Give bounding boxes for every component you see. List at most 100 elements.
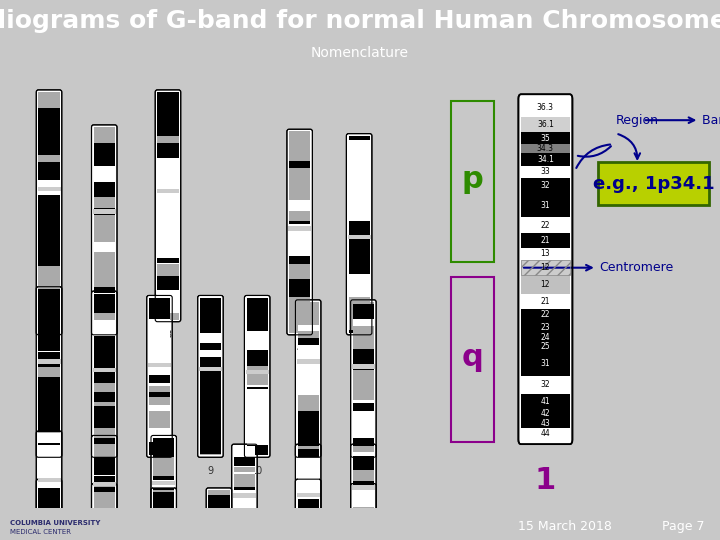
Bar <box>149 411 170 420</box>
Bar <box>94 393 115 401</box>
Bar <box>353 539 374 540</box>
Bar <box>353 399 374 400</box>
Bar <box>521 394 570 409</box>
Bar <box>208 515 230 525</box>
Bar <box>93 516 116 521</box>
Bar <box>94 252 115 260</box>
FancyBboxPatch shape <box>151 488 176 540</box>
Bar <box>94 320 115 336</box>
Bar <box>38 413 60 432</box>
Bar <box>353 302 374 303</box>
Bar <box>94 260 115 287</box>
Bar <box>149 420 170 428</box>
Bar <box>38 289 60 321</box>
Text: q: q <box>462 343 483 372</box>
Bar <box>297 499 319 534</box>
Bar <box>94 215 115 242</box>
Bar <box>153 514 174 517</box>
Bar <box>94 516 115 517</box>
Bar <box>38 514 60 524</box>
Bar <box>149 397 170 404</box>
Bar <box>38 481 60 488</box>
Bar <box>153 492 174 497</box>
Text: 9: 9 <box>207 466 214 476</box>
Bar <box>153 476 174 480</box>
FancyBboxPatch shape <box>351 300 376 457</box>
Bar <box>297 457 319 468</box>
Bar <box>94 197 115 208</box>
Bar <box>153 484 174 485</box>
Bar <box>94 336 115 383</box>
Text: 1: 1 <box>535 466 556 495</box>
Bar <box>289 256 310 259</box>
Bar <box>234 447 255 449</box>
Bar <box>234 474 255 487</box>
Bar <box>158 264 179 276</box>
Bar <box>353 486 374 507</box>
Bar <box>234 449 255 457</box>
Bar <box>94 287 115 308</box>
Bar <box>94 476 115 479</box>
FancyBboxPatch shape <box>232 444 257 540</box>
Bar <box>94 428 115 448</box>
FancyBboxPatch shape <box>598 162 708 206</box>
Bar <box>38 266 60 272</box>
Bar <box>94 524 115 526</box>
Bar <box>94 144 115 166</box>
Bar <box>246 332 268 350</box>
Bar <box>353 481 374 489</box>
Bar <box>38 531 60 539</box>
Bar <box>289 279 310 296</box>
Text: 10: 10 <box>251 466 264 476</box>
Bar <box>200 454 221 455</box>
Bar <box>158 258 179 263</box>
Bar <box>521 321 570 333</box>
Text: 34.3: 34.3 <box>537 144 554 153</box>
Bar <box>234 530 255 531</box>
Bar <box>158 277 179 290</box>
Bar <box>38 391 60 405</box>
Bar <box>38 367 60 377</box>
Bar <box>297 455 319 456</box>
Bar <box>94 182 115 197</box>
Text: 3: 3 <box>165 330 171 340</box>
Bar <box>38 432 60 443</box>
Text: Region: Region <box>616 114 659 127</box>
Bar <box>93 482 116 486</box>
Bar <box>38 443 60 455</box>
Bar <box>158 313 179 320</box>
Bar <box>348 292 370 295</box>
Bar <box>94 293 115 294</box>
Bar <box>38 162 60 168</box>
Text: 12: 12 <box>357 466 369 476</box>
Bar <box>38 445 60 457</box>
Bar <box>353 528 374 529</box>
Text: 6: 6 <box>46 466 52 476</box>
Bar <box>233 493 256 497</box>
Bar <box>353 403 374 411</box>
Bar <box>38 232 60 266</box>
Bar <box>153 519 174 523</box>
Bar <box>94 526 115 540</box>
Bar <box>200 328 221 333</box>
Bar <box>246 350 268 359</box>
FancyBboxPatch shape <box>206 488 232 540</box>
Bar <box>153 457 174 460</box>
Bar <box>353 521 374 522</box>
Text: p: p <box>462 165 483 194</box>
Bar <box>200 357 221 361</box>
Bar <box>38 272 60 333</box>
Bar <box>38 92 60 107</box>
Text: 23: 23 <box>541 322 550 332</box>
Bar <box>297 410 319 434</box>
Bar <box>521 342 570 352</box>
Bar <box>153 485 174 488</box>
Bar <box>94 313 115 333</box>
Text: 32: 32 <box>541 181 550 190</box>
Bar <box>353 348 374 369</box>
Bar <box>246 366 268 385</box>
Bar <box>297 409 319 410</box>
Bar <box>521 248 570 260</box>
Bar <box>38 107 60 144</box>
Bar <box>158 109 179 136</box>
